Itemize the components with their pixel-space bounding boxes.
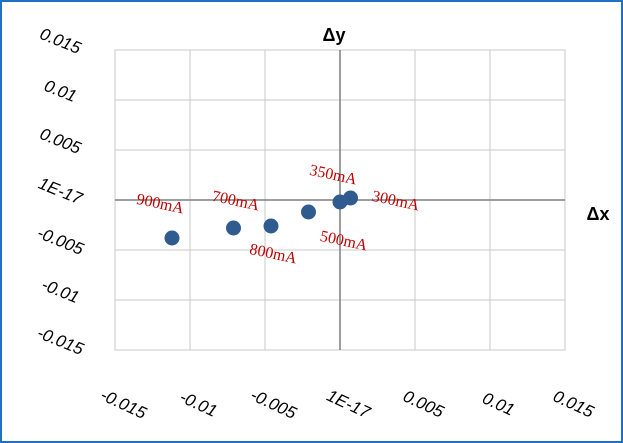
point: [226, 220, 241, 236]
x-axis-title: Δx: [587, 204, 610, 224]
y-axis-title: Δy: [323, 25, 346, 45]
point: [301, 204, 316, 220]
point: [343, 190, 358, 206]
point: [263, 218, 279, 234]
point: [164, 230, 180, 246]
